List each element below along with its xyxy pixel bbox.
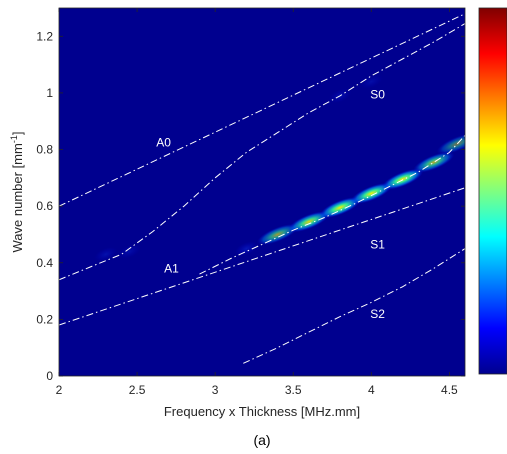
y-axis-label-tail: ] — [10, 132, 25, 136]
mode-label-s2: S2 — [370, 307, 385, 321]
plot-frame — [58, 7, 466, 377]
energy-spot — [350, 182, 392, 204]
curve-s0 — [59, 23, 465, 281]
energy-spot — [257, 223, 299, 245]
energy-spot — [288, 211, 330, 233]
y-tick-label: 0.6 — [36, 199, 53, 213]
energy-spot — [117, 244, 141, 259]
y-tick-label: 0.2 — [36, 312, 53, 326]
dispersion-curves — [59, 13, 465, 364]
x-tick-label: 4.5 — [441, 383, 458, 397]
x-axis-label: Frequency x Thickness [MHz.mm] — [164, 404, 360, 419]
curve-s2 — [243, 248, 465, 364]
energy-spot — [413, 151, 455, 173]
y-axis-label: Wave number [mm-1] — [9, 132, 25, 253]
x-tick-label: 2 — [56, 383, 63, 397]
y-axis-label-sup: -1 — [9, 135, 19, 143]
y-axis-label-main: Wave number [mm — [10, 143, 25, 252]
x-ticks: 2 2.5 3 3.5 4 4.5 — [56, 8, 458, 397]
energy-spot — [94, 247, 118, 262]
x-tick-label: 4 — [368, 383, 375, 397]
curve-a1 — [59, 187, 465, 326]
energy-spot — [436, 133, 465, 155]
y-tick-label: 0.8 — [36, 143, 53, 157]
x-tick-label: 3 — [212, 383, 219, 397]
curve-a0 — [59, 13, 465, 207]
y-ticks: 0 0.2 0.4 0.6 0.8 1 1.2 — [36, 29, 465, 383]
x-tick-label: 3.5 — [285, 383, 302, 397]
mode-labels: A0 S0 A1 S1 S2 — [156, 88, 385, 321]
y-tick-label: 1 — [46, 86, 53, 100]
energy-spot — [359, 74, 383, 89]
energy-spot — [319, 197, 361, 219]
mode-label-a0: A0 — [156, 136, 171, 150]
mode-label-a1: A1 — [164, 262, 179, 276]
y-tick-label: 0.4 — [36, 256, 53, 270]
x-tick-label: 2.5 — [129, 383, 146, 397]
mode-label-s1: S1 — [370, 238, 385, 252]
plot-background — [59, 8, 465, 376]
mode-label-s0: S0 — [370, 88, 385, 102]
y-tick-label: 0 — [46, 369, 53, 383]
energy-spot — [235, 241, 258, 256]
energy-ridges — [94, 74, 465, 262]
energy-spot — [381, 168, 424, 190]
colorbar — [478, 7, 507, 375]
y-tick-label: 1.2 — [36, 29, 53, 43]
figure-caption: (a) — [253, 432, 270, 448]
